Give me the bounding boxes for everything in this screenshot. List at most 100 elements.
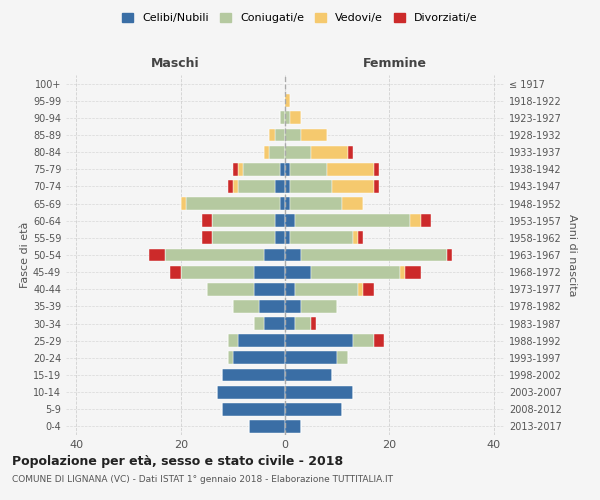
- Bar: [311, 266, 400, 278]
- Bar: [233, 180, 238, 193]
- Bar: [405, 266, 421, 278]
- Bar: [301, 248, 446, 262]
- Bar: [264, 317, 285, 330]
- Bar: [186, 197, 280, 210]
- Bar: [290, 197, 343, 210]
- Bar: [223, 403, 285, 415]
- Bar: [285, 368, 332, 382]
- Bar: [259, 300, 285, 313]
- Bar: [410, 214, 421, 227]
- Bar: [181, 197, 186, 210]
- Bar: [238, 180, 275, 193]
- Bar: [254, 283, 285, 296]
- Bar: [290, 112, 301, 124]
- Bar: [400, 266, 405, 278]
- Bar: [363, 283, 374, 296]
- Bar: [285, 146, 311, 158]
- Bar: [202, 232, 212, 244]
- Bar: [254, 317, 264, 330]
- Bar: [275, 180, 285, 193]
- Bar: [285, 266, 311, 278]
- Bar: [285, 214, 295, 227]
- Bar: [165, 248, 264, 262]
- Bar: [238, 334, 285, 347]
- Bar: [233, 163, 238, 175]
- Bar: [238, 163, 243, 175]
- Bar: [280, 163, 285, 175]
- Bar: [421, 214, 431, 227]
- Bar: [285, 128, 301, 141]
- Bar: [280, 112, 285, 124]
- Bar: [327, 163, 374, 175]
- Bar: [275, 214, 285, 227]
- Bar: [285, 386, 353, 398]
- Bar: [264, 248, 285, 262]
- Text: Popolazione per età, sesso e stato civile - 2018: Popolazione per età, sesso e stato civil…: [12, 455, 343, 468]
- Bar: [343, 197, 363, 210]
- Bar: [233, 352, 285, 364]
- Bar: [285, 248, 301, 262]
- Bar: [358, 283, 363, 296]
- Bar: [353, 232, 358, 244]
- Bar: [227, 352, 233, 364]
- Bar: [290, 232, 353, 244]
- Bar: [217, 386, 285, 398]
- Bar: [337, 352, 347, 364]
- Bar: [285, 197, 290, 210]
- Bar: [353, 334, 374, 347]
- Bar: [280, 197, 285, 210]
- Bar: [311, 146, 347, 158]
- Bar: [285, 352, 337, 364]
- Y-axis label: Fasce di età: Fasce di età: [20, 222, 30, 288]
- Bar: [149, 248, 165, 262]
- Bar: [275, 128, 285, 141]
- Text: COMUNE DI LIGNANA (VC) - Dati ISTAT 1° gennaio 2018 - Elaborazione TUTTITALIA.IT: COMUNE DI LIGNANA (VC) - Dati ISTAT 1° g…: [12, 475, 393, 484]
- Bar: [285, 283, 295, 296]
- Text: Femmine: Femmine: [362, 57, 427, 70]
- Bar: [248, 420, 285, 433]
- Bar: [285, 317, 295, 330]
- Bar: [347, 146, 353, 158]
- Bar: [285, 180, 290, 193]
- Bar: [295, 283, 358, 296]
- Bar: [223, 368, 285, 382]
- Bar: [212, 214, 275, 227]
- Bar: [243, 163, 280, 175]
- Bar: [285, 300, 301, 313]
- Bar: [233, 300, 259, 313]
- Bar: [181, 266, 254, 278]
- Bar: [227, 334, 238, 347]
- Bar: [207, 283, 254, 296]
- Bar: [285, 334, 353, 347]
- Bar: [301, 128, 327, 141]
- Bar: [358, 232, 363, 244]
- Text: Maschi: Maschi: [151, 57, 200, 70]
- Bar: [295, 214, 410, 227]
- Bar: [170, 266, 181, 278]
- Bar: [295, 317, 311, 330]
- Bar: [212, 232, 275, 244]
- Bar: [285, 403, 343, 415]
- Bar: [374, 334, 384, 347]
- Bar: [285, 232, 290, 244]
- Bar: [374, 180, 379, 193]
- Bar: [332, 180, 374, 193]
- Y-axis label: Anni di nascita: Anni di nascita: [567, 214, 577, 296]
- Bar: [202, 214, 212, 227]
- Bar: [264, 146, 269, 158]
- Bar: [301, 300, 337, 313]
- Bar: [285, 94, 290, 107]
- Bar: [275, 232, 285, 244]
- Bar: [269, 128, 275, 141]
- Bar: [254, 266, 285, 278]
- Bar: [269, 146, 285, 158]
- Bar: [285, 420, 301, 433]
- Bar: [311, 317, 316, 330]
- Bar: [290, 180, 332, 193]
- Bar: [285, 112, 290, 124]
- Bar: [285, 163, 290, 175]
- Bar: [227, 180, 233, 193]
- Bar: [290, 163, 327, 175]
- Bar: [446, 248, 452, 262]
- Bar: [374, 163, 379, 175]
